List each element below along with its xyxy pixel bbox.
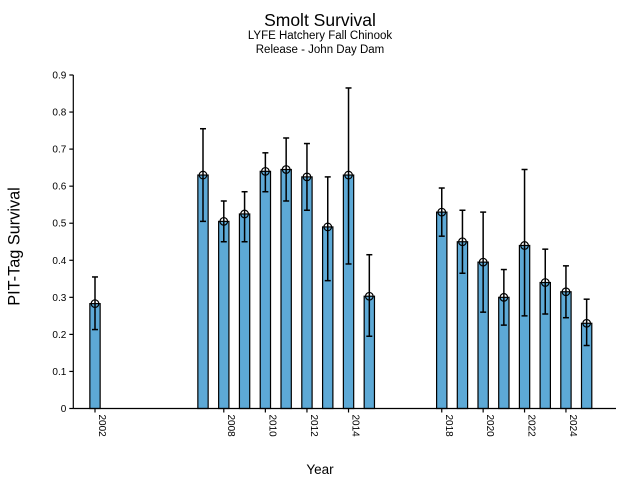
svg-text:2022: 2022	[526, 415, 537, 438]
svg-text:2020: 2020	[484, 415, 495, 438]
svg-text:2024: 2024	[567, 415, 578, 438]
svg-text:2018: 2018	[443, 415, 454, 438]
svg-text:0.1: 0.1	[52, 367, 66, 378]
svg-text:0.5: 0.5	[52, 219, 66, 230]
svg-text:2010: 2010	[266, 415, 277, 438]
svg-text:0.6: 0.6	[52, 182, 66, 193]
svg-text:0.2: 0.2	[52, 330, 66, 341]
svg-text:0.7: 0.7	[52, 145, 66, 156]
svg-text:2008: 2008	[225, 415, 236, 438]
svg-text:0: 0	[61, 404, 67, 415]
svg-text:2012: 2012	[308, 415, 319, 438]
svg-text:2002: 2002	[96, 415, 107, 438]
svg-text:0.4: 0.4	[52, 256, 66, 267]
svg-text:0.9: 0.9	[52, 71, 66, 82]
svg-text:0.8: 0.8	[52, 108, 66, 119]
svg-text:2014: 2014	[350, 415, 361, 438]
svg-text:0.3: 0.3	[52, 293, 66, 304]
